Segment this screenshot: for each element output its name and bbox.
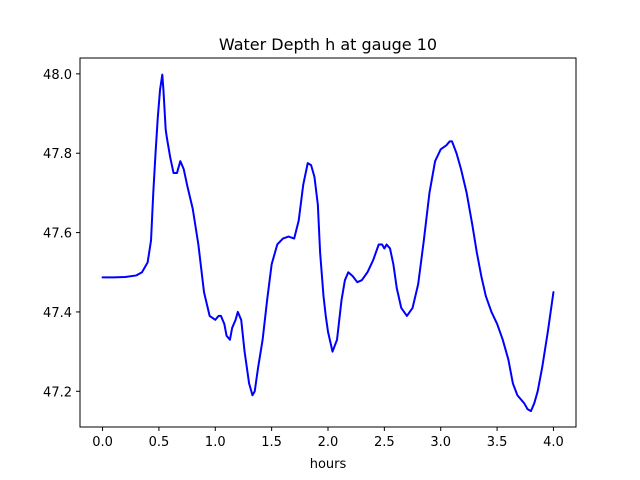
x-tick-label: 2.5: [374, 435, 395, 450]
y-tick-label: 47.4: [43, 306, 72, 321]
y-axis-ticks: 47.2 47.4 47.6 47.8 48.0: [43, 68, 80, 400]
plot-frame: [79, 57, 577, 428]
x-tick-label: 2.0: [318, 435, 339, 450]
x-tick-label: 0.0: [92, 435, 113, 450]
x-tick-label: 3.5: [487, 435, 508, 450]
x-tick-label: 4.0: [543, 435, 564, 450]
plot-area: [79, 57, 577, 428]
x-tick-label: 3.0: [430, 435, 451, 450]
x-tick-label: 1.5: [261, 435, 282, 450]
y-tick-label: 47.2: [43, 385, 72, 400]
y-tick-label: 47.8: [43, 147, 72, 162]
y-tick-label: 48.0: [43, 68, 72, 83]
y-tick-label: 47.6: [43, 227, 72, 242]
x-axis-ticks: 0.0 0.5 1.0 1.5 2.0 2.5 3.0 3.5 4.0: [92, 427, 564, 450]
x-tick-label: 1.0: [205, 435, 226, 450]
x-tick-label: 0.5: [149, 435, 170, 450]
chart-title: Water Depth h at gauge 10: [219, 35, 437, 54]
x-axis-label: hours: [310, 457, 347, 472]
series-line-0: [101, 73, 555, 413]
